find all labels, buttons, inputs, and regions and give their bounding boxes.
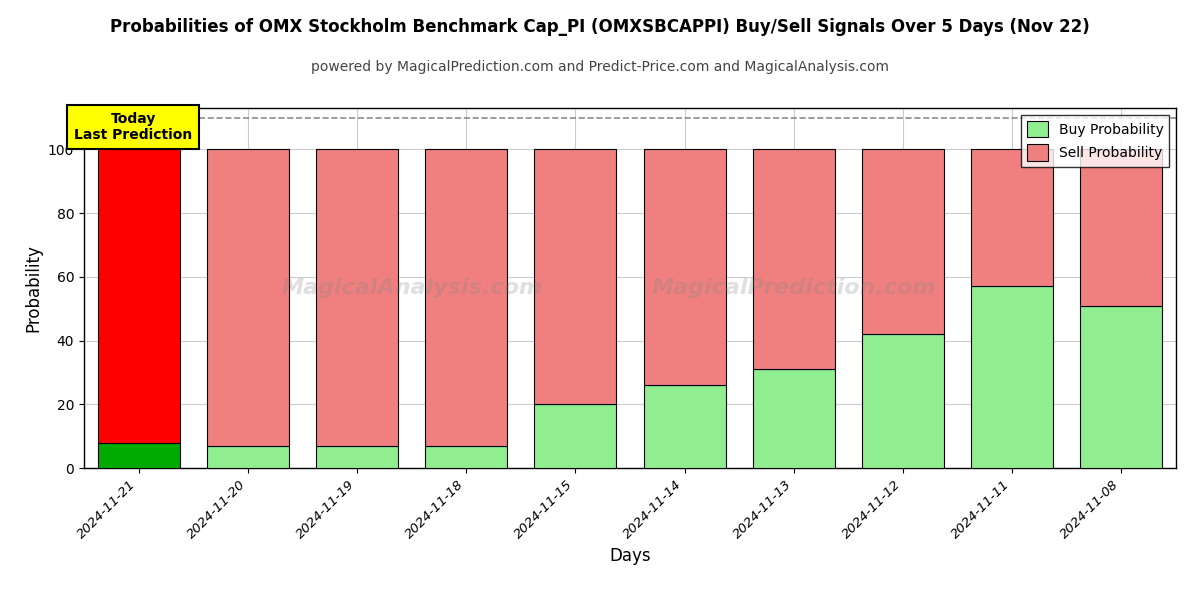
Y-axis label: Probability: Probability [24, 244, 42, 332]
Bar [643, 149, 726, 385]
Text: Probabilities of OMX Stockholm Benchmark Cap_PI (OMXSBCAPPI) Buy/Sell Signals Ov: Probabilities of OMX Stockholm Benchmark… [110, 18, 1090, 36]
Bar [1080, 305, 1163, 468]
Bar [534, 404, 617, 468]
Text: Today
Last Prediction: Today Last Prediction [74, 112, 192, 142]
Bar [316, 149, 398, 446]
Bar [316, 446, 398, 468]
Bar [643, 385, 726, 468]
Text: powered by MagicalPrediction.com and Predict-Price.com and MagicalAnalysis.com: powered by MagicalPrediction.com and Pre… [311, 60, 889, 74]
X-axis label: Days: Days [610, 547, 650, 565]
Bar [971, 286, 1054, 468]
Text: MagicalPrediction.com: MagicalPrediction.com [652, 278, 936, 298]
Bar [206, 446, 289, 468]
Bar [752, 149, 835, 369]
Bar [425, 149, 508, 446]
Bar [971, 149, 1054, 286]
Text: MagicalAnalysis.com: MagicalAnalysis.com [281, 278, 542, 298]
Bar [752, 369, 835, 468]
Bar [206, 149, 289, 446]
Legend: Buy Probability, Sell Probability: Buy Probability, Sell Probability [1021, 115, 1169, 167]
Bar [1080, 149, 1163, 305]
Bar [534, 149, 617, 404]
Bar [97, 149, 180, 443]
Bar [97, 443, 180, 468]
Bar [425, 446, 508, 468]
Bar [862, 149, 944, 334]
Bar [862, 334, 944, 468]
